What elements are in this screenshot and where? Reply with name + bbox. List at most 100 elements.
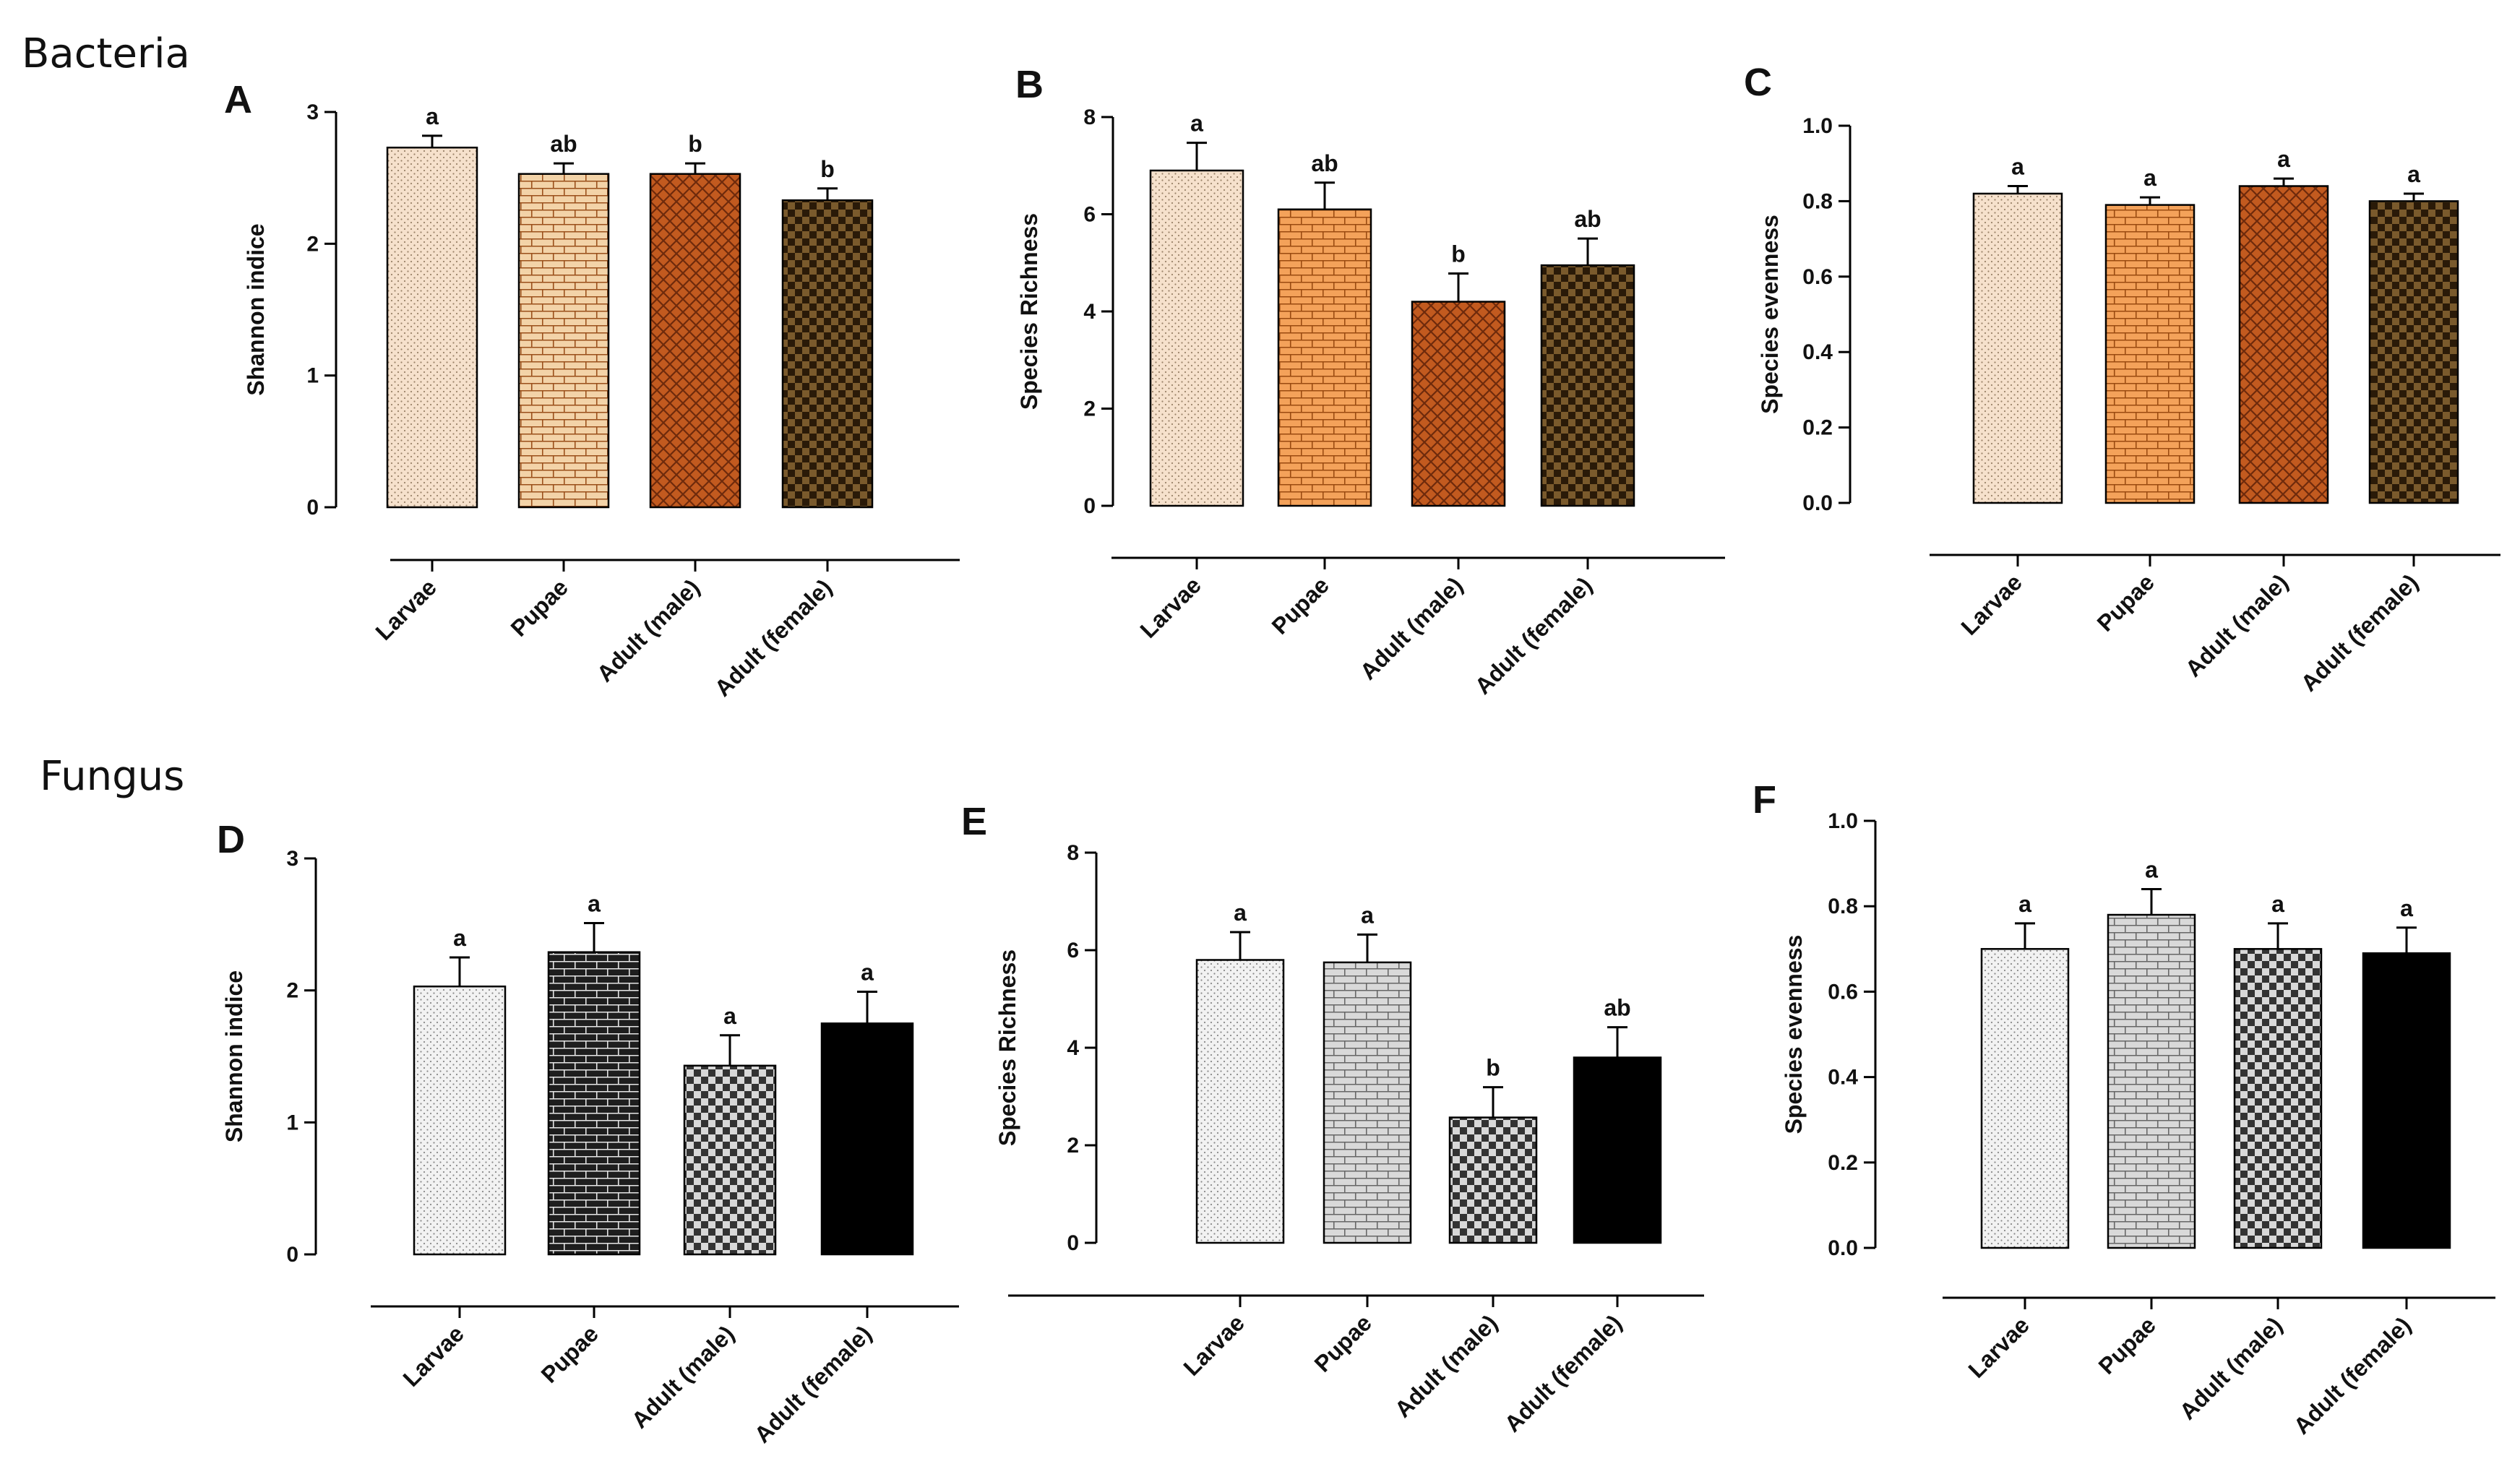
y-tick-label: 0.8 <box>1802 189 1833 213</box>
bar-larvae <box>1149 169 1244 507</box>
bar-larvae <box>386 146 478 509</box>
significance-label: a <box>1361 902 1374 928</box>
bar-larvae <box>1980 948 2070 1249</box>
y-tick-label: 8 <box>1083 105 1096 129</box>
bar-pupae <box>2107 913 2196 1249</box>
y-tick-label: 0.4 <box>1828 1066 1858 1090</box>
y-tick-label: 1 <box>286 1111 298 1134</box>
y-tick-label: 0.8 <box>1828 895 1858 918</box>
x-tick-label: Larvae <box>398 1320 469 1391</box>
significance-label: a <box>2400 895 2413 921</box>
significance-label: a <box>2011 154 2024 180</box>
x-tick-label: Adult (female) <box>749 1320 877 1447</box>
bar-larvae <box>1195 959 1285 1244</box>
bar-pupae <box>1277 208 1372 507</box>
x-tick-label: Adult (male) <box>2175 1311 2287 1424</box>
y-tick-label: 4 <box>1067 1036 1079 1060</box>
y-tick-label: 2 <box>286 979 298 1003</box>
y-tick-label: 4 <box>1083 300 1096 324</box>
significance-label: a <box>723 1003 736 1029</box>
bar-pupae <box>1323 961 1412 1244</box>
significance-label: ab <box>1311 150 1338 176</box>
significance-label: a <box>588 891 601 917</box>
x-tick-label: Pupae <box>2092 569 2159 636</box>
x-tick-label: Larvae <box>371 574 442 645</box>
y-tick-label: 0.4 <box>1802 340 1833 364</box>
chart-panel-a: 0 1 2 3 Shannon indice a Larvae ab Pupae b Adult (… <box>243 100 960 702</box>
y-axis-title: Shannon indice <box>221 970 247 1142</box>
panel-letter-e: E <box>961 800 987 843</box>
bar-pupae <box>547 951 641 1256</box>
y-axis-title: Species evenness <box>1781 935 1807 1134</box>
section-title-fungus: Fungus <box>40 753 184 800</box>
y-tick-label: 0.2 <box>1828 1151 1858 1175</box>
x-tick-label: Adult (male) <box>627 1320 739 1433</box>
chart-panel-f: 0.0 0.2 0.4 0.6 0.8 1.0 Species evenness a Larva… <box>1781 809 2495 1439</box>
y-tick-label: 3 <box>286 847 298 871</box>
y-tick-label: 3 <box>306 100 319 124</box>
significance-label: a <box>2271 891 2284 917</box>
chart-panel-b: 0 2 4 6 8 Species Richness a Larvae ab Pupae b Adul… <box>1016 105 1725 699</box>
bar-adult-female <box>820 1022 914 1256</box>
chart-panel-c: 0.0 0.2 0.4 0.6 0.8 1.0 Species evenness a Larva… <box>1757 114 2500 697</box>
panel-letter-c: C <box>1744 61 1772 104</box>
panel-letter-f: F <box>1753 778 1776 822</box>
bar-larvae <box>413 985 507 1256</box>
bar-adult-male <box>649 173 741 509</box>
significance-label: a <box>2277 146 2290 172</box>
x-tick-label: Larvae <box>1179 1309 1250 1380</box>
panel-letter-a: A <box>224 78 252 121</box>
section-title-bacteria: Bacteria <box>22 30 190 77</box>
bar-adult-female <box>1573 1056 1662 1244</box>
chart-panel-e: 0 2 4 6 8 Species Richness a Larvae a Pupae b Adult… <box>994 841 1704 1437</box>
significance-label: ab <box>1574 206 1601 232</box>
y-tick-label: 0.0 <box>1802 491 1833 515</box>
x-tick-label: Pupae <box>1267 572 1334 639</box>
y-tick-label: 0.6 <box>1802 265 1833 289</box>
bar-adult-male <box>2238 185 2329 504</box>
significance-label: a <box>2018 891 2031 917</box>
x-tick-label: Adult (female) <box>1500 1309 1627 1436</box>
panel-letter-d: D <box>217 818 245 861</box>
significance-label: a <box>426 103 439 129</box>
significance-label: ab <box>1604 995 1630 1021</box>
x-tick-label: Pupae <box>1310 1309 1377 1377</box>
y-tick-label: 2 <box>1083 397 1096 421</box>
y-tick-label: 0 <box>1083 494 1096 518</box>
significance-label: a <box>453 925 466 951</box>
x-tick-label: Adult (male) <box>2180 569 2293 681</box>
bar-adult-male <box>1448 1116 1538 1244</box>
y-tick-label: 6 <box>1083 203 1096 227</box>
significance-label: a <box>1190 111 1203 137</box>
significance-label: a <box>2407 161 2420 187</box>
significance-label: a <box>2145 857 2158 883</box>
y-axis-title: Species Richness <box>1016 213 1042 410</box>
significance-label: b <box>820 156 835 182</box>
panel-letter-b: B <box>1015 63 1044 106</box>
x-tick-label: Adult (male) <box>592 574 705 686</box>
y-tick-label: 0.6 <box>1828 980 1858 1004</box>
significance-label: b <box>688 131 702 157</box>
bar-adult-female <box>1540 264 1635 507</box>
y-tick-label: 2 <box>306 232 319 256</box>
y-tick-label: 8 <box>1067 841 1079 865</box>
significance-label: ab <box>550 131 577 157</box>
y-axis-title: Species evenness <box>1757 215 1783 414</box>
y-tick-label: 0.2 <box>1802 416 1833 440</box>
x-tick-label: Adult (female) <box>710 574 837 701</box>
bar-adult-male <box>2233 948 2323 1249</box>
bar-adult-female <box>781 199 874 509</box>
significance-label: a <box>2143 165 2156 191</box>
x-tick-label: Pupae <box>2094 1311 2161 1379</box>
significance-label: b <box>1451 241 1466 267</box>
bar-adult-female <box>2362 952 2451 1249</box>
x-tick-label: Adult (male) <box>1355 572 1468 684</box>
x-tick-label: Adult (female) <box>1470 572 1597 699</box>
bar-pupae <box>2104 204 2196 504</box>
x-tick-label: Pupae <box>506 574 573 641</box>
y-axis-title: Species Richness <box>994 949 1020 1146</box>
y-tick-label: 1.0 <box>1802 114 1833 138</box>
x-tick-label: Pupae <box>536 1320 603 1387</box>
